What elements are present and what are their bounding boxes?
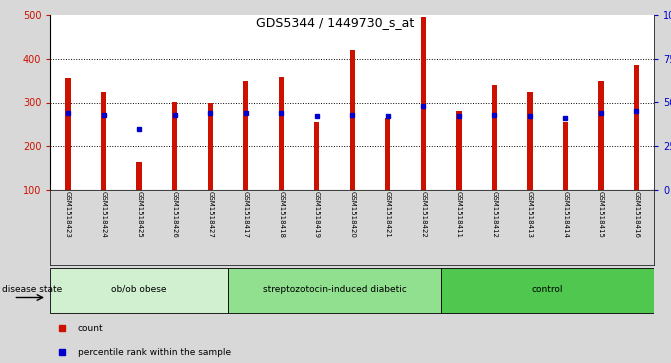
Bar: [136, 162, 142, 190]
Bar: [228, 268, 441, 313]
Text: ob/ob obese: ob/ob obese: [111, 285, 167, 294]
Text: GDS5344 / 1449730_s_at: GDS5344 / 1449730_s_at: [256, 16, 415, 29]
Text: disease state: disease state: [2, 285, 62, 294]
Text: streptozotocin-induced diabetic: streptozotocin-induced diabetic: [262, 285, 407, 294]
Bar: [441, 268, 654, 313]
Text: GSM1518425: GSM1518425: [136, 192, 142, 238]
Bar: [563, 122, 568, 190]
Bar: [456, 111, 462, 190]
Text: GSM1518415: GSM1518415: [598, 192, 604, 238]
Text: GSM1518416: GSM1518416: [633, 192, 639, 238]
Bar: [172, 102, 177, 190]
Text: GSM1518413: GSM1518413: [527, 192, 533, 238]
Text: GSM1518420: GSM1518420: [350, 192, 355, 238]
Text: GSM1518426: GSM1518426: [172, 192, 178, 238]
Text: GSM1518419: GSM1518419: [314, 192, 320, 238]
Bar: [50, 268, 228, 313]
Bar: [207, 103, 213, 190]
Bar: [350, 50, 355, 190]
Text: percentile rank within the sample: percentile rank within the sample: [77, 348, 231, 357]
Bar: [421, 17, 426, 190]
Bar: [66, 78, 70, 190]
Bar: [492, 85, 497, 190]
Bar: [385, 118, 391, 190]
Text: count: count: [77, 324, 103, 333]
Text: GSM1518422: GSM1518422: [420, 192, 426, 238]
Text: GSM1518411: GSM1518411: [456, 192, 462, 238]
Text: GSM1518423: GSM1518423: [65, 192, 71, 238]
Text: GSM1518412: GSM1518412: [491, 192, 497, 238]
Bar: [527, 93, 533, 190]
Bar: [243, 82, 248, 190]
Text: GSM1518417: GSM1518417: [243, 192, 249, 238]
Bar: [278, 77, 284, 190]
Bar: [599, 82, 604, 190]
Text: GSM1518421: GSM1518421: [384, 192, 391, 238]
Bar: [634, 65, 639, 190]
Text: GSM1518418: GSM1518418: [278, 192, 285, 238]
Bar: [101, 91, 106, 190]
Text: control: control: [532, 285, 564, 294]
Text: GSM1518414: GSM1518414: [562, 192, 568, 238]
Text: GSM1518424: GSM1518424: [101, 192, 107, 238]
Text: GSM1518427: GSM1518427: [207, 192, 213, 238]
Bar: [314, 122, 319, 190]
